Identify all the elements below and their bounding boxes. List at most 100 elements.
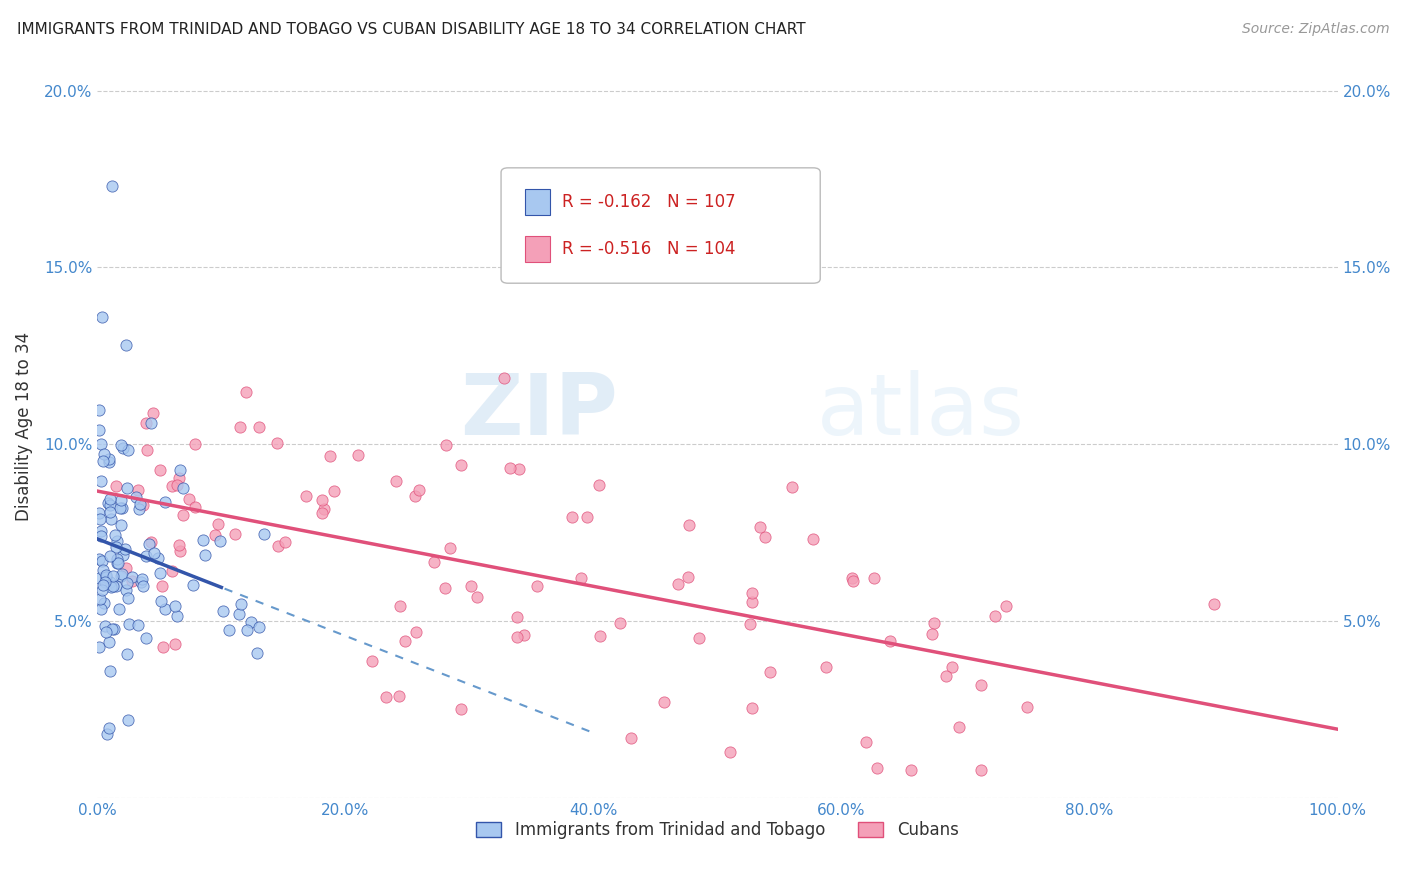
Point — [405, 624, 427, 639]
Point — [111, 441, 134, 455]
Point — [108, 602, 131, 616]
Point — [508, 462, 530, 476]
Point — [110, 566, 132, 581]
Point — [239, 615, 262, 629]
Point — [253, 527, 276, 541]
Point — [90, 474, 112, 488]
Point — [204, 528, 226, 542]
Point — [107, 556, 129, 570]
Point — [98, 505, 121, 519]
Point — [995, 599, 1018, 614]
Point — [89, 403, 111, 417]
Point — [117, 481, 139, 495]
Point — [93, 447, 115, 461]
Point — [652, 695, 675, 709]
Point — [924, 616, 946, 631]
Point — [132, 498, 155, 512]
Point — [569, 571, 592, 585]
Point — [98, 665, 121, 679]
Point — [388, 599, 411, 614]
Point — [153, 495, 176, 509]
Point — [135, 549, 157, 563]
Point — [228, 607, 250, 621]
Point — [94, 624, 117, 639]
Point — [100, 549, 122, 563]
Point — [135, 443, 157, 458]
Point — [97, 496, 120, 510]
Point — [87, 423, 110, 437]
Point — [127, 483, 149, 497]
Point — [561, 510, 583, 524]
Point — [404, 490, 426, 504]
Point — [179, 491, 201, 506]
Point — [267, 539, 290, 553]
Point — [160, 564, 183, 578]
Point — [141, 416, 163, 430]
Point — [749, 520, 772, 534]
Point — [162, 479, 184, 493]
Point — [863, 571, 886, 585]
Point — [89, 512, 111, 526]
Point — [676, 570, 699, 584]
Point — [247, 620, 270, 634]
Point — [678, 518, 700, 533]
Point — [104, 527, 127, 541]
Point — [150, 579, 173, 593]
Point — [91, 578, 114, 592]
Point — [408, 483, 430, 497]
Point — [135, 632, 157, 646]
Point — [112, 548, 135, 562]
Point — [948, 720, 970, 734]
Point — [576, 510, 599, 524]
Point — [246, 646, 269, 660]
Point — [498, 461, 520, 475]
Point — [90, 437, 112, 451]
Point — [91, 454, 114, 468]
Text: Source: ZipAtlas.com: Source: ZipAtlas.com — [1241, 22, 1389, 37]
Point — [91, 582, 114, 597]
Point — [110, 492, 132, 507]
Point — [666, 576, 689, 591]
Point — [247, 419, 270, 434]
Point — [138, 537, 160, 551]
Point — [467, 591, 489, 605]
Point — [97, 455, 120, 469]
Point — [127, 618, 149, 632]
Point — [89, 592, 111, 607]
Point — [236, 624, 259, 638]
Point — [1017, 700, 1039, 714]
Point — [229, 420, 252, 434]
Point — [184, 437, 207, 451]
Point — [815, 659, 838, 673]
Point — [207, 517, 229, 532]
Point — [96, 567, 118, 582]
Point — [115, 560, 138, 574]
Text: IMMIGRANTS FROM TRINIDAD AND TOBAGO VS CUBAN DISABILITY AGE 18 TO 34 CORRELATION: IMMIGRANTS FROM TRINIDAD AND TOBAGO VS C… — [17, 22, 806, 37]
Point — [90, 524, 112, 539]
Point — [492, 371, 515, 385]
Point — [105, 534, 128, 549]
Point — [935, 669, 957, 683]
Point — [105, 579, 128, 593]
Point — [347, 448, 370, 462]
Point — [90, 602, 112, 616]
Point — [741, 594, 763, 608]
Point — [194, 548, 217, 562]
Point — [841, 571, 863, 585]
Point — [450, 702, 472, 716]
Point — [117, 442, 139, 457]
Point — [588, 478, 610, 492]
Point — [512, 628, 534, 642]
Point — [121, 574, 143, 588]
Point — [98, 575, 121, 590]
Point — [231, 597, 253, 611]
Point — [688, 632, 710, 646]
Point — [319, 449, 342, 463]
Point — [740, 617, 762, 632]
Point — [103, 568, 125, 582]
Point — [139, 535, 162, 549]
Point — [311, 492, 333, 507]
Point — [1202, 597, 1225, 611]
Point — [385, 474, 408, 488]
Point — [114, 542, 136, 557]
